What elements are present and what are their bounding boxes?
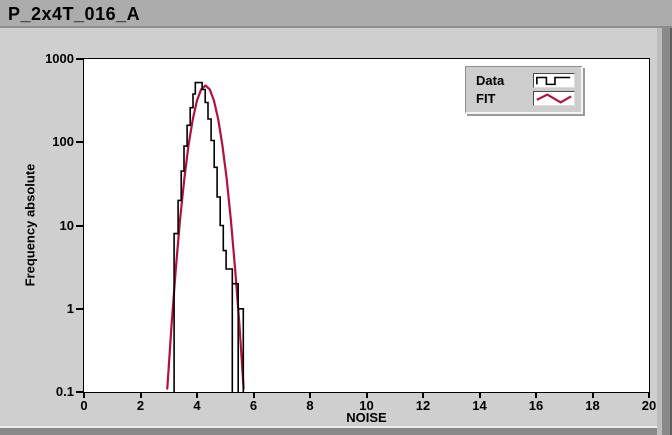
y-axis-tick-label: 1000 bbox=[45, 51, 74, 66]
x-axis-tick bbox=[365, 393, 368, 398]
y-axis-tick-label: 10 bbox=[59, 217, 74, 233]
data-step-curve bbox=[173, 81, 245, 392]
legend-item-fit[interactable]: FIT bbox=[476, 89, 575, 107]
x-axis-tick-label: 20 bbox=[641, 398, 657, 413]
x-axis-tick bbox=[252, 393, 255, 398]
x-axis-tick-label: 12 bbox=[415, 398, 431, 413]
x-axis-tick bbox=[648, 393, 650, 398]
histogram-plot bbox=[166, 81, 245, 392]
x-axis-tick bbox=[478, 393, 481, 398]
y-axis-tick bbox=[76, 224, 83, 227]
y-axis-tick bbox=[76, 58, 83, 60]
x-axis-title: NOISE bbox=[346, 410, 387, 425]
window-title: P_2x4T_016_A bbox=[8, 4, 141, 24]
x-axis-tick-label: 14 bbox=[472, 398, 487, 413]
x-axis-tick-label: 8 bbox=[306, 398, 314, 413]
x-axis-tick-label: 4 bbox=[193, 398, 201, 413]
x-axis-tick-label: 18 bbox=[585, 398, 600, 413]
x-axis-tick bbox=[309, 393, 311, 398]
x-axis-tick bbox=[422, 393, 424, 398]
window-right-frame bbox=[657, 28, 672, 435]
y-axis-tick bbox=[76, 307, 83, 310]
x-axis-tick-label: 16 bbox=[528, 398, 544, 413]
y-axis-tick bbox=[76, 141, 83, 144]
y-axis-tick-label: 0.1 bbox=[55, 384, 74, 399]
title-bar: P_2x4T_016_A bbox=[0, 0, 672, 28]
y-axis-title: Frequency absolute bbox=[22, 163, 38, 287]
square-wave-icon[interactable] bbox=[533, 72, 575, 88]
plot-legend[interactable]: Data FIT bbox=[465, 66, 583, 114]
legend-item-data[interactable]: Data bbox=[476, 71, 575, 89]
y-axis-tick bbox=[76, 391, 83, 393]
legend-label-data: Data bbox=[476, 72, 505, 88]
y-axis-tick-label: 1 bbox=[66, 300, 74, 316]
x-axis-tick-label: 0 bbox=[80, 398, 88, 413]
x-axis-tick bbox=[139, 393, 142, 398]
y-axis-tick-label: 100 bbox=[52, 134, 74, 150]
legend-label-fit: FIT bbox=[476, 90, 496, 106]
x-axis-tick bbox=[535, 393, 537, 398]
x-axis-tick bbox=[83, 393, 85, 398]
x-axis-tick bbox=[591, 393, 594, 398]
x-axis-tick-label: 2 bbox=[136, 398, 145, 413]
x-axis-tick-label: 6 bbox=[249, 398, 258, 413]
zigzag-icon[interactable] bbox=[533, 90, 575, 106]
x-axis-tick-label: 10 bbox=[359, 398, 374, 413]
x-axis-tick bbox=[196, 393, 198, 398]
window-bottom-frame bbox=[0, 426, 657, 435]
fit-curve bbox=[166, 84, 245, 390]
